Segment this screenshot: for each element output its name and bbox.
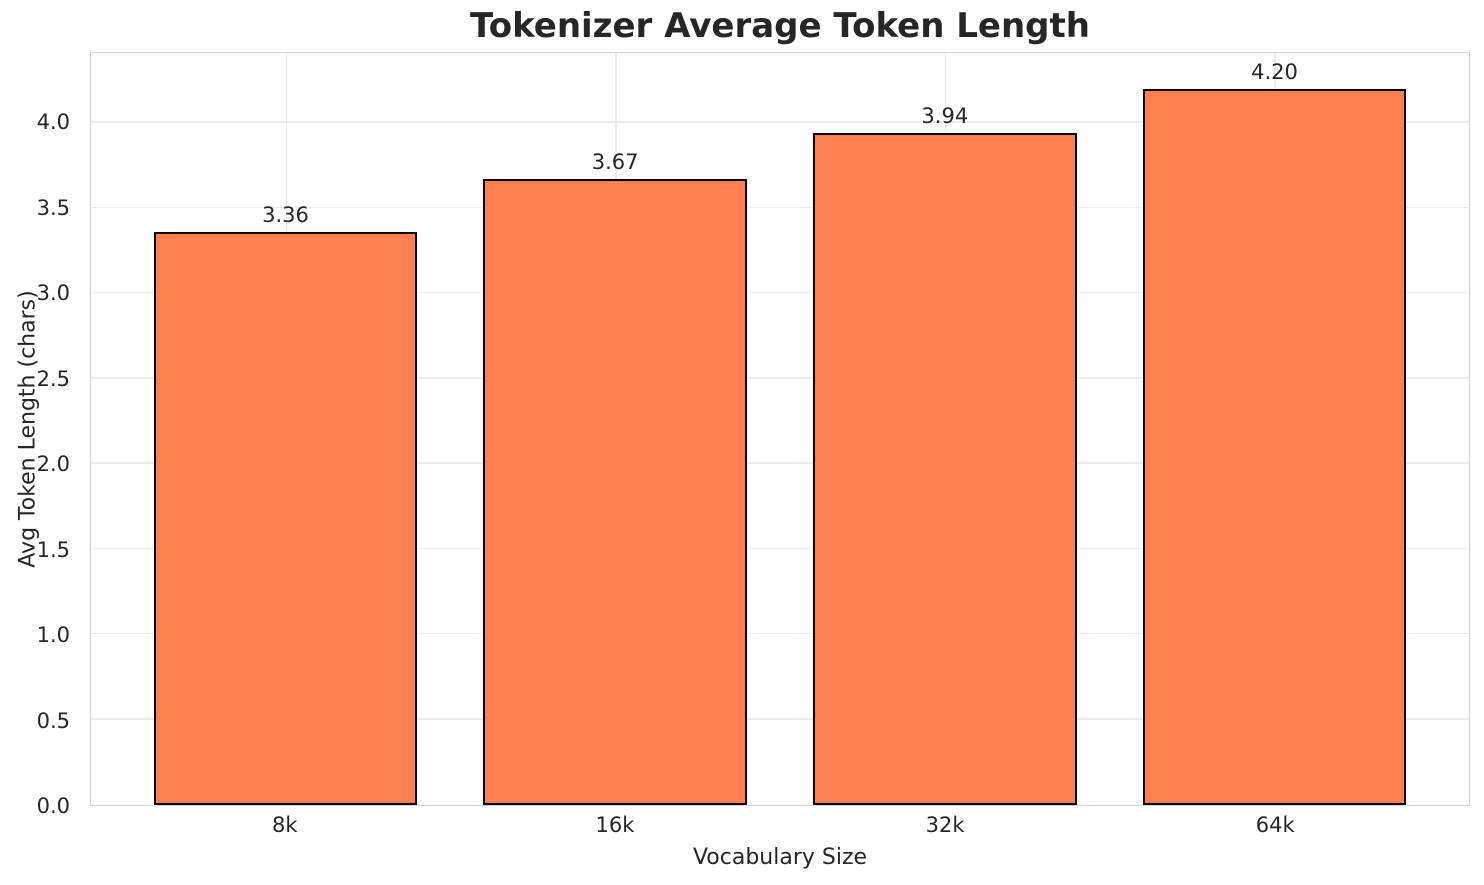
bar-8k: 3.36 [153,203,418,805]
y-tick-label: 1.0 [36,623,70,648]
horizontal-gridline [91,291,1469,294]
horizontal-gridline [91,206,1469,209]
x-tick-label: 8k [272,813,298,837]
bar-16k: 3.67 [483,150,748,805]
x-tick-label: 64k [1255,813,1295,837]
plot-area: 3.36 3.67 3.94 4.20 [90,52,1470,806]
x-tick-label: 16k [595,813,635,837]
y-tick-label: 2.0 [36,452,70,477]
y-axis-label: Avg Token Length (chars) [15,290,41,568]
bar-value-label: 3.67 [591,150,639,175]
bar-32k: 3.94 [812,104,1077,805]
horizontal-gridline [91,121,1469,123]
horizontal-gridline [91,547,1469,550]
chart-title: Tokenizer Average Token Length [470,6,1090,46]
horizontal-gridline [91,462,1469,464]
horizontal-gridline [91,718,1469,720]
bar-64k: 4.20 [1142,60,1407,805]
x-axis-tick-labels: 8k 16k 32k 64k [90,812,1470,840]
y-tick-label: 3.0 [36,281,70,306]
y-tick-label: 4.0 [36,110,70,135]
y-tick-label: 3.5 [36,195,70,220]
bar-value-label: 3.36 [262,203,309,228]
y-tick-label: 1.5 [36,537,70,562]
bar-value-label: 4.20 [1251,59,1298,84]
horizontal-gridline [91,377,1469,379]
x-axis-label: Vocabulary Size [692,845,868,870]
bar-value-label: 3.94 [921,104,969,129]
y-tick-label: 2.5 [36,366,70,391]
horizontal-gridline [91,632,1469,635]
y-tick-label: 0.0 [36,794,70,818]
y-tick-label: 0.5 [36,708,70,733]
y-axis-tick-labels: 0.0 0.5 1.0 1.5 2.0 2.5 3.0 3.5 4.0 [0,52,80,818]
x-tick-label: 32k [925,813,965,837]
